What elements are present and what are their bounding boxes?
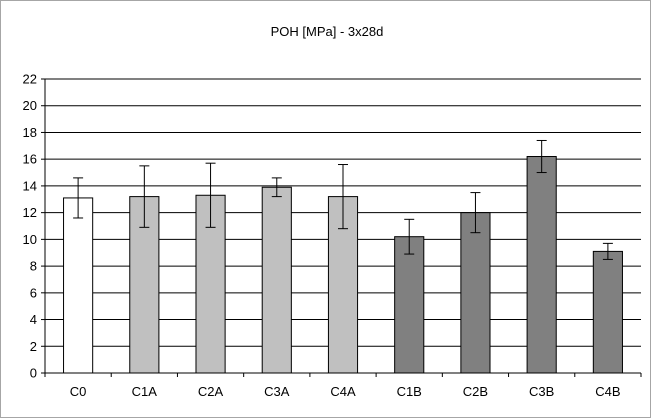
chart-title: POH [MPa] - 3x28d — [271, 24, 384, 39]
bars — [63, 156, 623, 374]
axes — [41, 78, 642, 377]
y-tick-label: 16 — [23, 152, 37, 167]
x-tick-label: C2B — [463, 384, 488, 399]
bar-c4b — [592, 250, 623, 374]
bar-c2b — [460, 212, 491, 374]
y-axis-tick-labels: 0 2 4 6 8 10 12 14 16 18 20 22 — [23, 72, 37, 381]
y-tick-label: 0 — [30, 366, 37, 381]
bar-c0 — [63, 197, 94, 374]
y-tick-label: 22 — [23, 72, 37, 87]
error-bars — [73, 139, 613, 260]
x-tick-label: C2A — [198, 384, 224, 399]
x-tick-label: C0 — [70, 384, 87, 399]
bar-c3a — [261, 186, 292, 374]
y-tick-label: 2 — [30, 339, 37, 354]
x-tick-label: C4A — [330, 384, 356, 399]
bar-c1b — [394, 236, 425, 374]
y-tick-label: 8 — [30, 259, 37, 274]
y-tick-label: 12 — [23, 205, 37, 220]
y-tick-label: 4 — [30, 312, 37, 327]
bar-c3b — [526, 156, 557, 374]
x-tick-label: C1B — [397, 384, 422, 399]
y-tick-label: 20 — [23, 98, 37, 113]
y-tick-label: 10 — [23, 232, 37, 247]
x-tick-label: C1A — [132, 384, 158, 399]
y-tick-label: 14 — [23, 178, 37, 193]
x-tick-label: C4B — [595, 384, 620, 399]
x-tick-label: C3B — [529, 384, 554, 399]
x-axis-tick-labels: C0 C1A C2A C3A C4A C1B C2B C3B C4B — [70, 384, 621, 399]
x-tick-label: C3A — [264, 384, 290, 399]
y-tick-label: 18 — [23, 125, 37, 140]
y-tick-label: 6 — [30, 285, 37, 300]
